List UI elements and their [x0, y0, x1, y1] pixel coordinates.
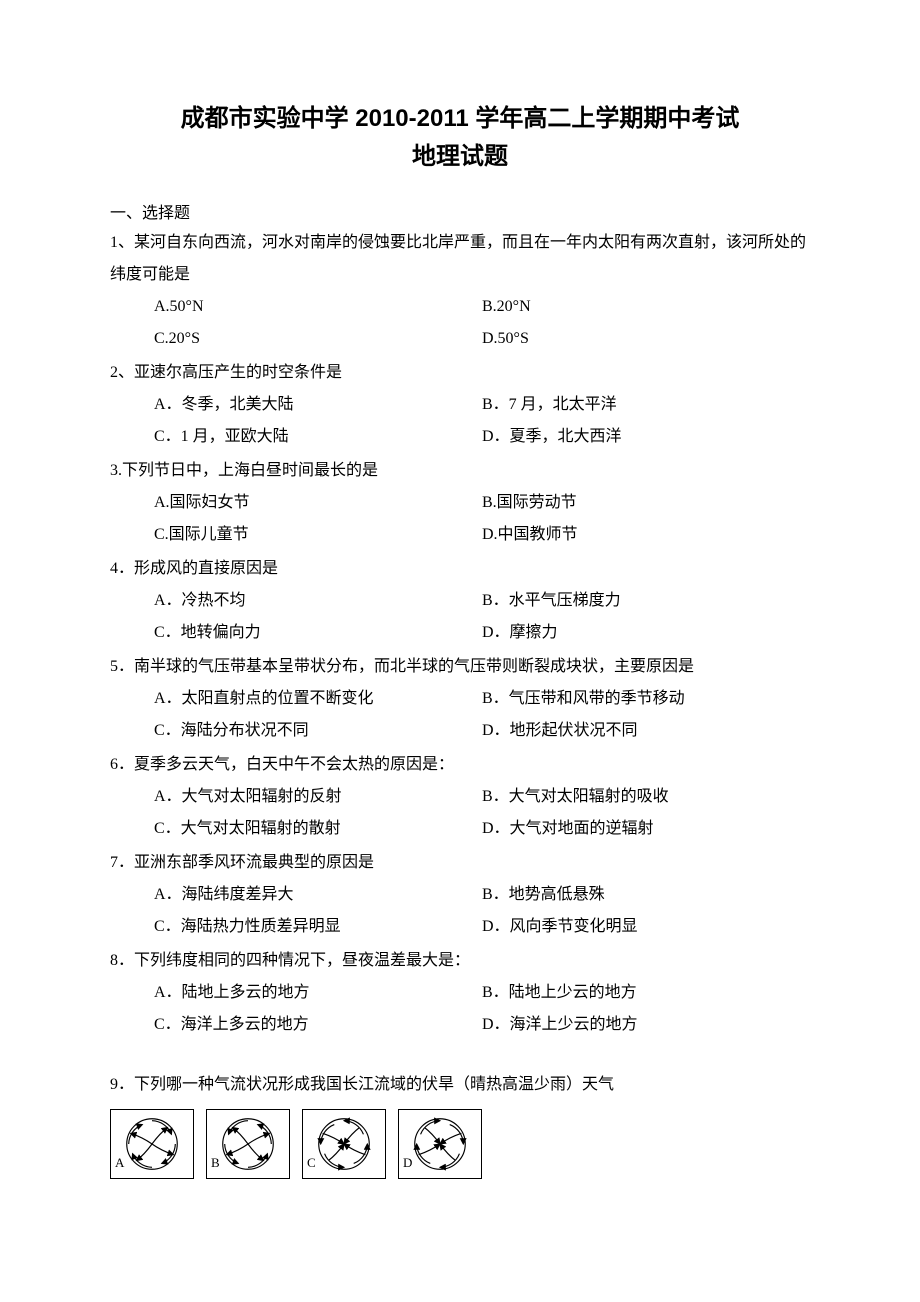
option-a: A．太阳直射点的位置不断变化 [154, 683, 482, 715]
diagram-label-d: D [403, 1150, 412, 1176]
options: A.50°N B.20°N C.20°S D.50°S [110, 291, 810, 355]
option-c: C．海陆热力性质差异明显 [154, 911, 482, 943]
question-8: 8．下列纬度相同的四种情况下，昼夜温差最大是： A．陆地上多云的地方 B．陆地上… [110, 945, 810, 1041]
option-c: C．地转偏向力 [154, 617, 482, 649]
option-b: B．气压带和风带的季节移动 [482, 683, 810, 715]
option-a: A．冬季，北美大陆 [154, 389, 482, 421]
diagram-row: A B [110, 1109, 810, 1179]
diagram-label-c: C [307, 1150, 316, 1176]
option-b: B.20°N [482, 291, 810, 323]
options: A．太阳直射点的位置不断变化 B．气压带和风带的季节移动 C．海陆分布状况不同 … [110, 683, 810, 747]
exam-title-1: 成都市实验中学 2010-2011 学年高二上学期期中考试 [110, 100, 810, 138]
option-d: D.50°S [482, 323, 810, 355]
diagram-a: A [110, 1109, 194, 1179]
question-7: 7．亚洲东部季风环流最典型的原因是 A．海陆纬度差异大 B．地势高低悬殊 C．海… [110, 847, 810, 943]
diagram-label-a: A [115, 1150, 124, 1176]
exam-page: 成都市实验中学 2010-2011 学年高二上学期期中考试 地理试题 一、选择题… [0, 0, 920, 1219]
question-3: 3.下列节日中，上海白昼时间最长的是 A.国际妇女节 B.国际劳动节 C.国际儿… [110, 455, 810, 551]
option-a: A.50°N [154, 291, 482, 323]
option-c: C.20°S [154, 323, 482, 355]
exam-title-2: 地理试题 [110, 138, 810, 176]
option-c: C．1 月，亚欧大陆 [154, 421, 482, 453]
question-text: 8．下列纬度相同的四种情况下，昼夜温差最大是： [110, 945, 810, 977]
option-d: D.中国教师节 [482, 519, 810, 551]
option-a: A．海陆纬度差异大 [154, 879, 482, 911]
option-d: D．海洋上少云的地方 [482, 1009, 810, 1041]
options: A．冬季，北美大陆 B．7 月，北太平洋 C．1 月，亚欧大陆 D．夏季，北大西… [110, 389, 810, 453]
option-a: A.国际妇女节 [154, 487, 482, 519]
option-a: A．陆地上多云的地方 [154, 977, 482, 1009]
option-a: A．大气对太阳辐射的反射 [154, 781, 482, 813]
option-c: C．海陆分布状况不同 [154, 715, 482, 747]
option-b: B．大气对太阳辐射的吸收 [482, 781, 810, 813]
question-text: 1、某河自东向西流，河水对南岸的侵蚀要比北岸严重，而且在一年内太阳有两次直射，该… [110, 227, 810, 291]
question-1: 1、某河自东向西流，河水对南岸的侵蚀要比北岸严重，而且在一年内太阳有两次直射，该… [110, 227, 810, 355]
options: A．陆地上多云的地方 B．陆地上少云的地方 C．海洋上多云的地方 D．海洋上少云… [110, 977, 810, 1041]
question-text: 5．南半球的气压带基本呈带状分布，而北半球的气压带则断裂成块状，主要原因是 [110, 651, 810, 683]
question-text: 4．形成风的直接原因是 [110, 553, 810, 585]
diagram-b: B [206, 1109, 290, 1179]
option-d: D．风向季节变化明显 [482, 911, 810, 943]
diagram-d: D [398, 1109, 482, 1179]
option-d: D．摩擦力 [482, 617, 810, 649]
option-d: D．大气对地面的逆辐射 [482, 813, 810, 845]
option-c: C.国际儿童节 [154, 519, 482, 551]
question-text: 9．下列哪一种气流状况形成我国长江流域的伏旱（晴热高温少雨）天气 [110, 1069, 810, 1101]
question-9: 9．下列哪一种气流状况形成我国长江流域的伏旱（晴热高温少雨）天气 [110, 1069, 810, 1179]
option-d: D．夏季，北大西洋 [482, 421, 810, 453]
option-b: B．陆地上少云的地方 [482, 977, 810, 1009]
diagram-label-b: B [211, 1150, 220, 1176]
question-text: 6．夏季多云天气，白天中午不会太热的原因是： [110, 749, 810, 781]
question-2: 2、亚速尔高压产生的时空条件是 A．冬季，北美大陆 B．7 月，北太平洋 C．1… [110, 357, 810, 453]
option-b: B．地势高低悬殊 [482, 879, 810, 911]
question-text: 2、亚速尔高压产生的时空条件是 [110, 357, 810, 389]
question-6: 6．夏季多云天气，白天中午不会太热的原因是： A．大气对太阳辐射的反射 B．大气… [110, 749, 810, 845]
diagram-c: C [302, 1109, 386, 1179]
question-text: 3.下列节日中，上海白昼时间最长的是 [110, 455, 810, 487]
option-b: B.国际劳动节 [482, 487, 810, 519]
option-c: C．大气对太阳辐射的散射 [154, 813, 482, 845]
option-c: C．海洋上多云的地方 [154, 1009, 482, 1041]
options: A．冷热不均 B．水平气压梯度力 C．地转偏向力 D．摩擦力 [110, 585, 810, 649]
options: A.国际妇女节 B.国际劳动节 C.国际儿童节 D.中国教师节 [110, 487, 810, 551]
option-a: A．冷热不均 [154, 585, 482, 617]
option-b: B．水平气压梯度力 [482, 585, 810, 617]
section-heading: 一、选择题 [110, 199, 810, 223]
option-b: B．7 月，北太平洋 [482, 389, 810, 421]
question-5: 5．南半球的气压带基本呈带状分布，而北半球的气压带则断裂成块状，主要原因是 A．… [110, 651, 810, 747]
options: A．大气对太阳辐射的反射 B．大气对太阳辐射的吸收 C．大气对太阳辐射的散射 D… [110, 781, 810, 845]
options: A．海陆纬度差异大 B．地势高低悬殊 C．海陆热力性质差异明显 D．风向季节变化… [110, 879, 810, 943]
question-text: 7．亚洲东部季风环流最典型的原因是 [110, 847, 810, 879]
question-4: 4．形成风的直接原因是 A．冷热不均 B．水平气压梯度力 C．地转偏向力 D．摩… [110, 553, 810, 649]
option-d: D．地形起伏状况不同 [482, 715, 810, 747]
